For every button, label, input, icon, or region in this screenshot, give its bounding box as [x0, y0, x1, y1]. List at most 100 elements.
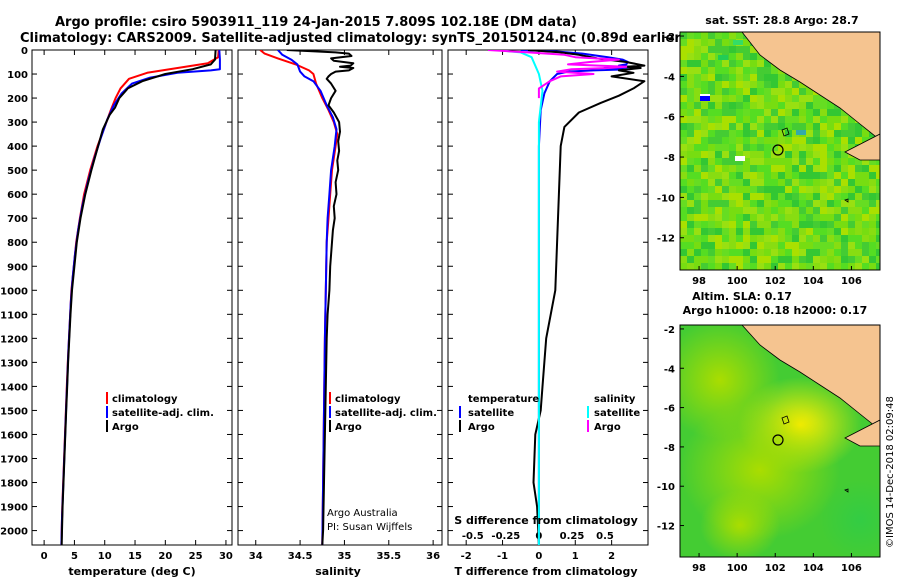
sst-pixel: [729, 102, 736, 109]
sst-pixel: [778, 144, 785, 151]
sst-pixel: [862, 214, 869, 221]
sst-pixel: [806, 256, 813, 263]
sst-pixel: [806, 172, 813, 179]
series-line-argo: [527, 50, 646, 545]
sst-pixel: [722, 123, 729, 130]
credit-pi: PI: Susan Wijffels: [327, 522, 412, 533]
sst-pixel: [722, 207, 729, 214]
sst-pixel: [757, 144, 764, 151]
sst-pixel: [764, 88, 771, 95]
sst-pixel: [792, 130, 799, 137]
sst-pixel: [834, 109, 841, 116]
sst-pixel: [701, 39, 708, 46]
sst-pixel: [855, 179, 862, 186]
sst-pixel: [841, 158, 848, 165]
sst-pixel: [694, 242, 701, 249]
sst-pixel: [687, 158, 694, 165]
sst-pixel: [687, 130, 694, 137]
sst-pixel: [757, 179, 764, 186]
sst-pixel: [701, 32, 708, 39]
sst-pixel: [799, 151, 806, 158]
sst-pixel: [876, 228, 880, 235]
legend-argo-label: Argo: [335, 422, 362, 433]
sst-pixel: [743, 193, 750, 200]
sst-pixel: [736, 214, 743, 221]
sst-pixel: [708, 53, 715, 60]
sst-pixel: [778, 256, 785, 263]
sst-pixel: [841, 137, 848, 144]
sst-pixel: [799, 179, 806, 186]
sst-pixel: [694, 172, 701, 179]
sst-pixel: [701, 221, 708, 228]
x-tick-label: 20: [158, 551, 172, 562]
sst-pixel: [757, 74, 764, 81]
sst-pixel: [799, 221, 806, 228]
sst-pixel: [764, 116, 771, 123]
sst-pixel: [799, 165, 806, 172]
sst-pixel: [715, 116, 722, 123]
sst-pixel: [701, 109, 708, 116]
sst-pixel: [792, 186, 799, 193]
sst-pixel: [736, 207, 743, 214]
sst-pixel: [729, 207, 736, 214]
sst-pixel: [869, 172, 876, 179]
sst-pixel: [715, 214, 722, 221]
sst-pixel: [750, 60, 757, 67]
sst-pixel: [736, 249, 743, 256]
sst-pixel: [785, 186, 792, 193]
sst-pixel: [876, 235, 880, 242]
sst-pixel: [771, 158, 778, 165]
sst-pixel: [813, 172, 820, 179]
sst-pixel: [827, 172, 834, 179]
sst-pixel: [680, 193, 687, 200]
sst-pixel: [700, 96, 710, 101]
sst-pixel: [757, 109, 764, 116]
sst-pixel: [820, 130, 827, 137]
sst-pixel: [869, 263, 876, 270]
sst-pixel: [736, 123, 743, 130]
sst-pixel: [722, 74, 729, 81]
sst-pixel: [729, 186, 736, 193]
sst-pixel: [792, 116, 799, 123]
sst-pixel: [743, 130, 750, 137]
sst-pixel: [855, 186, 862, 193]
sst-pixel: [848, 144, 855, 151]
sst-pixel: [708, 60, 715, 67]
sst-pixel: [743, 256, 750, 263]
sst-pixel: [680, 165, 687, 172]
sst-pixel: [813, 214, 820, 221]
sst-pixel: [680, 53, 687, 60]
sst-pixel: [778, 81, 785, 88]
sst-pixel: [701, 200, 708, 207]
sst-pixel: [736, 186, 743, 193]
sst-pixel: [848, 123, 855, 130]
sst-pixel: [764, 193, 771, 200]
sst-pixel: [848, 165, 855, 172]
sst-pixel: [834, 228, 841, 235]
sst-pixel: [708, 39, 715, 46]
sst-pixel: [694, 39, 701, 46]
sst-pixel: [680, 130, 687, 137]
depth-tick-label: 0: [21, 46, 28, 57]
sst-pixel: [785, 137, 792, 144]
x-tick-label: 5: [71, 551, 78, 562]
sst-pixel: [876, 179, 880, 186]
sst-pixel: [729, 32, 736, 39]
sst-pixel: [750, 200, 757, 207]
sst-pixel: [813, 102, 820, 109]
sst-pixel: [722, 235, 729, 242]
sst-pixel: [687, 39, 694, 46]
sst-pixel: [701, 116, 708, 123]
sst-pixel: [722, 130, 729, 137]
lon-tick-label: 100: [727, 276, 748, 287]
sst-pixel: [806, 263, 813, 270]
sst-pixel: [796, 130, 806, 135]
sst-pixel: [799, 228, 806, 235]
sst-pixel: [792, 235, 799, 242]
sst-pixel: [736, 221, 743, 228]
sst-pixel: [715, 256, 722, 263]
sst-pixel: [750, 130, 757, 137]
lat-tick-label: -8: [664, 443, 675, 454]
sst-pixel: [813, 235, 820, 242]
lat-tick-label: -2: [664, 325, 675, 336]
